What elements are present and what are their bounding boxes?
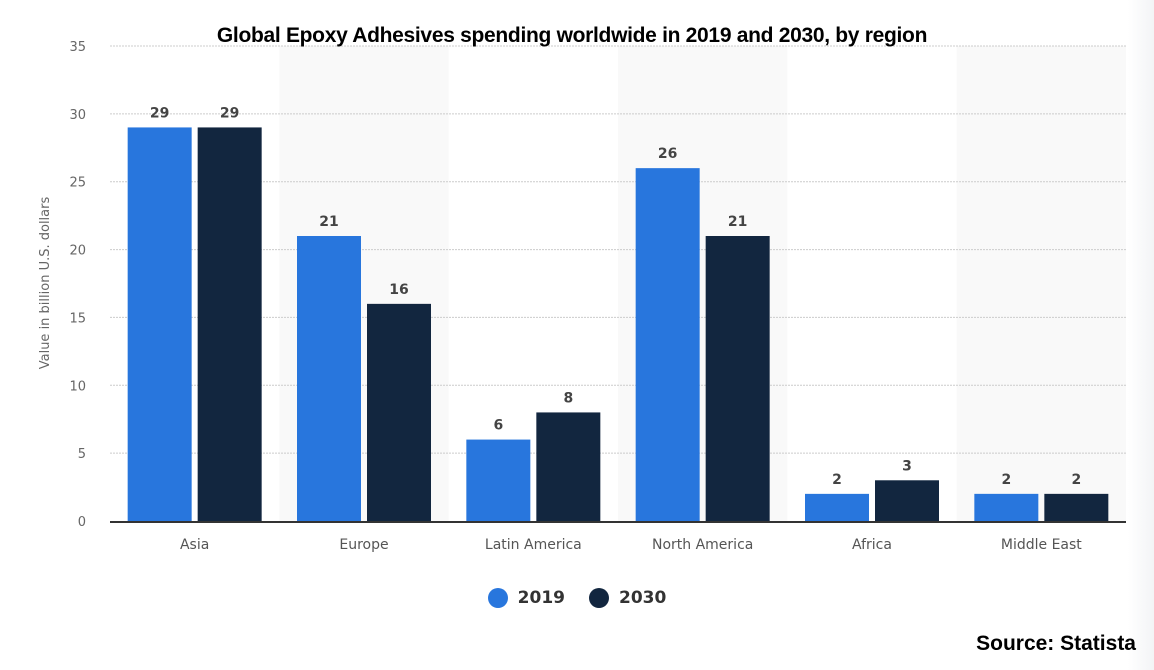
y-tick-label: 35 [69,40,86,55]
data-label: 6 [493,418,503,434]
bar-2030-asia[interactable] [197,127,262,521]
bars [127,127,1109,521]
y-tick-label: 5 [78,447,86,462]
data-label: 8 [563,390,573,406]
y-tick-label: 0 [78,515,86,530]
legend: 2019 2030 [0,588,1154,608]
legend-label-2030: 2030 [619,588,667,608]
legend-swatch-2030 [589,588,609,608]
x-tick-label: Asia [180,537,209,553]
x-tick-label: North America [652,537,753,553]
chart-title: Global Epoxy Adhesives spending worldwid… [216,24,928,47]
data-label: 2 [832,472,842,488]
data-label: 21 [728,214,747,230]
data-label: 16 [389,282,408,298]
data-label: 21 [319,214,338,230]
y-tick-label: 30 [69,108,86,123]
x-tick-label: Africa [852,537,892,553]
legend-item-2030[interactable]: 2030 [589,588,666,608]
data-label: 2 [1071,472,1081,488]
y-tick-label: 25 [69,176,86,191]
category-band [956,46,1126,521]
x-tick-label: Latin America [485,537,582,553]
bar-2019-north-america[interactable] [635,168,700,521]
bar-2030-europe[interactable] [367,303,431,521]
bar-2019-africa[interactable] [805,493,869,521]
y-tick-label: 20 [69,244,86,259]
bar-2030-north-america[interactable] [705,236,770,521]
data-labels: 29 29 21 16 6 8 26 21 2 3 2 2 [150,105,1081,487]
source-note: Source: Statista [976,632,1136,655]
legend-label-2019: 2019 [517,588,565,608]
bar-2030-africa[interactable] [875,480,939,521]
bar-2019-asia[interactable] [127,127,192,521]
data-label: 29 [220,105,239,121]
legend-item-2019[interactable]: 2019 [487,588,565,608]
bar-2019-europe[interactable] [297,236,361,521]
bar-2030-middle-east[interactable] [1044,493,1109,521]
y-tick-label: 10 [69,379,86,394]
y-axis-ticks: 0 5 10 15 20 25 30 35 [69,40,86,530]
right-edge-shadow [1128,0,1154,670]
x-tick-label: Middle East [1001,537,1082,553]
legend-swatch-2019 [487,588,508,608]
data-label: 29 [150,105,169,121]
y-axis-label: Value in billion U.S. dollars [38,197,53,370]
gridlines [110,45,1126,454]
bar-2030-latin-america[interactable] [536,412,601,521]
data-label: 2 [1001,472,1011,488]
bar-2019-middle-east[interactable] [974,493,1039,521]
x-tick-label: Europe [339,537,388,553]
data-label: 3 [902,458,912,474]
bar-2019-latin-america[interactable] [466,439,531,521]
y-tick-label: 15 [69,311,86,326]
data-label: 26 [658,146,677,162]
x-axis-ticks: Asia Europe Latin America North America Afri… [180,537,1082,553]
